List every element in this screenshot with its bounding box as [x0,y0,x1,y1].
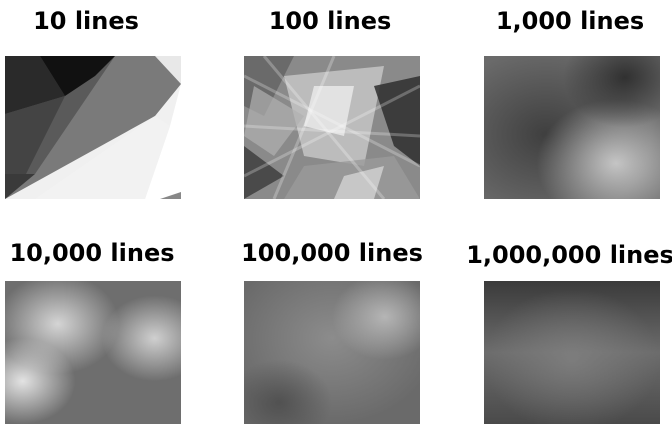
panel-image-100000 [244,281,420,424]
panel-image-100 [244,56,420,199]
panel-image-1000 [484,56,660,199]
panel-image-10000 [5,281,181,424]
panel-label-1000000: 1,000,000 lines [466,241,672,269]
panel-label-100000: 100,000 lines [241,239,423,267]
panel-image-1000000 [484,281,660,424]
panel-image-10 [5,56,181,199]
panel-label-1000: 1,000 lines [495,7,645,35]
panel-label-10000: 10,000 lines [9,239,175,267]
panel-label-10: 10 lines [33,7,139,35]
panel-label-100: 100 lines [268,7,392,35]
